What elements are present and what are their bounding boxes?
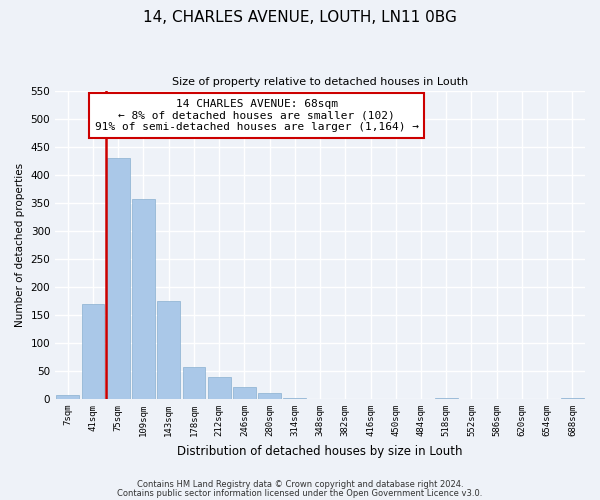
Bar — [182, 367, 205, 399]
Bar — [435, 398, 458, 399]
Bar — [233, 386, 256, 399]
Text: Contains HM Land Registry data © Crown copyright and database right 2024.: Contains HM Land Registry data © Crown c… — [137, 480, 463, 489]
Bar — [107, 158, 130, 399]
Bar — [258, 394, 281, 399]
Y-axis label: Number of detached properties: Number of detached properties — [15, 163, 25, 327]
Bar — [82, 304, 104, 399]
Bar — [208, 376, 230, 399]
Text: Contains public sector information licensed under the Open Government Licence v3: Contains public sector information licen… — [118, 489, 482, 498]
Text: 14, CHARLES AVENUE, LOUTH, LN11 0BG: 14, CHARLES AVENUE, LOUTH, LN11 0BG — [143, 10, 457, 25]
Bar — [561, 398, 584, 399]
Bar — [56, 394, 79, 399]
Bar — [157, 301, 180, 399]
Text: 14 CHARLES AVENUE: 68sqm
← 8% of detached houses are smaller (102)
91% of semi-d: 14 CHARLES AVENUE: 68sqm ← 8% of detache… — [95, 99, 419, 132]
X-axis label: Distribution of detached houses by size in Louth: Distribution of detached houses by size … — [178, 444, 463, 458]
Title: Size of property relative to detached houses in Louth: Size of property relative to detached ho… — [172, 78, 468, 88]
Bar — [283, 398, 306, 399]
Bar — [132, 199, 155, 399]
